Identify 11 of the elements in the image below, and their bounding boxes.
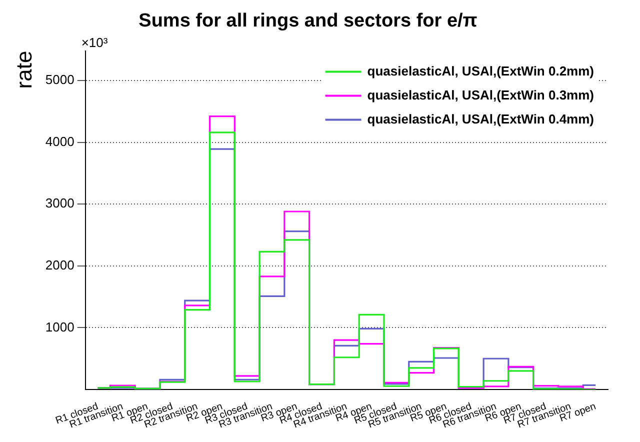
y-tick-label: 1000 [45, 319, 74, 334]
y-tick-label: 4000 [45, 134, 74, 149]
y-tick-label: 3000 [45, 196, 74, 211]
y-tick-label: 5000 [45, 72, 74, 88]
text: ×10³ [81, 34, 108, 50]
legend-label: quasielasticAl, USAl,(ExtWin 0.3mm) [367, 87, 594, 102]
chart-title: Sums for all rings and sectors for e/π [138, 10, 478, 32]
legend-label: quasielasticAl, USAl,(ExtWin 0.2mm) [367, 63, 594, 78]
legend-label: quasielasticAl, USAl,(ExtWin 0.4mm) [367, 111, 594, 126]
y-axis-title: rate [11, 50, 36, 89]
y-tick-label: 2000 [45, 257, 74, 272]
